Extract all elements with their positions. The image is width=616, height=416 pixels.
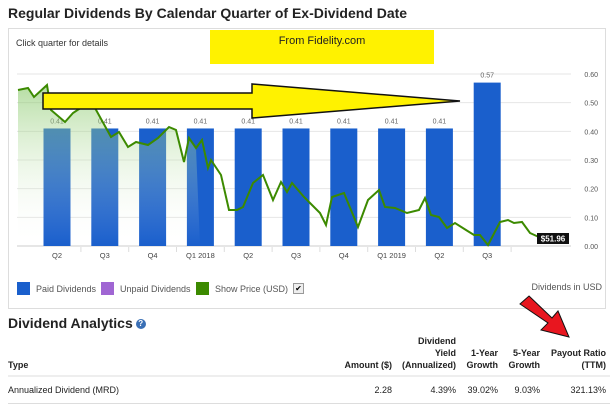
analytics-table: Type Amount ($) Dividend Yield (Annualiz… <box>8 333 610 404</box>
cell-5y: 9.03% <box>502 376 544 404</box>
legend-price-label: Show Price (USD) <box>215 283 289 294</box>
dividend-bar[interactable] <box>378 128 406 246</box>
y-tick-label: 0.30 <box>584 158 598 165</box>
section-title: Dividend Analytics? <box>8 315 146 331</box>
y-tick-label: 0.50 <box>584 101 598 108</box>
unit-note: Dividends in USD <box>531 282 602 292</box>
analytics-title: Dividend Analytics <box>8 315 133 331</box>
cell-payout: 321.13% <box>544 376 610 404</box>
click-hint: Click quarter for details <box>16 38 109 48</box>
bar-data-label: 0.41 <box>194 118 208 125</box>
price-area <box>18 85 200 246</box>
dividend-bar[interactable] <box>234 128 262 246</box>
bar-data-label: 0.57 <box>480 73 494 80</box>
y-tick-label: 0.60 <box>584 72 598 79</box>
y-tick-label: 0.10 <box>584 215 598 222</box>
bar-data-label: 0.41 <box>289 118 303 125</box>
y-tick-label: 0.40 <box>584 129 598 136</box>
cell-1y: 39.02% <box>460 376 502 404</box>
x-tick-label[interactable]: Q4 <box>339 251 349 260</box>
x-tick-label[interactable]: Q2 <box>52 251 62 260</box>
col-type: Type <box>8 333 298 377</box>
table-header: Type Amount ($) Dividend Yield (Annualiz… <box>8 333 610 377</box>
red-arrow-annotation <box>519 295 570 338</box>
unpaid-swatch <box>101 282 114 295</box>
paid-swatch <box>17 282 30 295</box>
x-tick-label[interactable]: Q2 <box>243 251 253 260</box>
price-last-label: $51.96 <box>541 235 566 244</box>
x-tick-label[interactable]: Q1 2019 <box>377 251 406 260</box>
price-line <box>17 82 542 247</box>
legend-paid-label: Paid Dividends <box>36 283 97 294</box>
dividend-bar[interactable] <box>330 128 358 246</box>
y-tick-label: 0.00 <box>584 244 598 251</box>
col-payout: Payout Ratio (TTM) <box>544 333 610 377</box>
x-tick-label[interactable]: Q3 <box>291 251 301 260</box>
dividend-bar[interactable] <box>425 128 453 246</box>
chart-title: Regular Dividends By Calendar Quarter of… <box>8 5 408 21</box>
col-amount: Amount ($) <box>298 333 396 377</box>
x-tick-label[interactable]: Q1 2018 <box>186 251 215 260</box>
legend-unpaid-label: Unpaid Dividends <box>120 283 191 294</box>
dividend-bar[interactable] <box>473 82 501 246</box>
legend-paid[interactable]: Paid Dividends <box>17 282 96 295</box>
bar-data-label: 0.41 <box>241 118 255 125</box>
price-swatch <box>196 282 209 295</box>
price-label-box <box>537 233 569 244</box>
y-tick-label: 0.20 <box>584 187 598 194</box>
cell-yield: 4.39% <box>396 376 460 404</box>
help-icon[interactable]: ? <box>135 319 146 330</box>
table-row: Annualized Dividend (MRD) 2.28 4.39% 39.… <box>8 376 610 404</box>
yellow-arrow-annotation <box>42 83 461 119</box>
legend-unpaid[interactable]: Unpaid Dividends <box>101 282 191 295</box>
chart-panel <box>8 28 606 309</box>
col-1y: 1-Year Growth <box>460 333 502 377</box>
col-5y: 5-Year Growth <box>502 333 544 377</box>
source-annotation: From Fidelity.com <box>210 30 434 64</box>
cell-type: Annualized Dividend (MRD) <box>8 376 298 404</box>
show-price-checkbox[interactable]: ✔ <box>293 283 305 294</box>
bar-data-label: 0.41 <box>433 118 447 125</box>
bar-data-label: 0.41 <box>146 118 160 125</box>
col-yield: Dividend Yield (Annualized) <box>396 333 460 377</box>
cell-amount: 2.28 <box>298 376 396 404</box>
x-tick-label[interactable]: Q4 <box>148 251 158 260</box>
x-tick-label[interactable]: Q3 <box>482 251 492 260</box>
legend-price[interactable]: Show Price (USD) ✔ <box>196 282 305 295</box>
bar-data-label: 0.41 <box>337 118 351 125</box>
x-tick-label[interactable]: Q3 <box>100 251 110 260</box>
bar-data-label: 0.41 <box>98 118 112 125</box>
bar-data-label: 0.41 <box>385 118 399 125</box>
x-tick-label[interactable]: Q2 <box>434 251 444 260</box>
